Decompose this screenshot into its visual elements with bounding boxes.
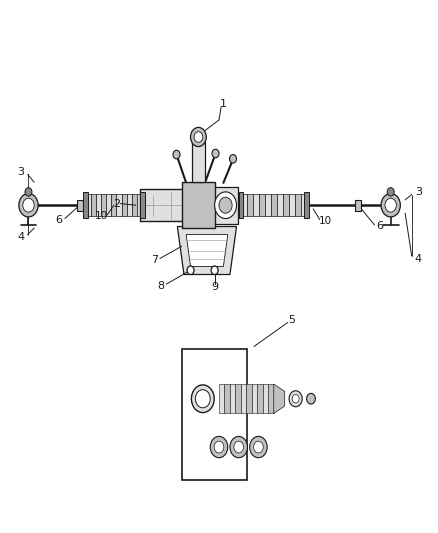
Circle shape (307, 393, 315, 404)
Bar (241, 194, 247, 216)
Bar (182, 182, 215, 228)
Bar (96, 194, 101, 216)
Bar (241, 384, 246, 414)
Circle shape (250, 437, 267, 458)
Bar (295, 194, 300, 216)
Circle shape (210, 437, 228, 458)
Circle shape (212, 149, 219, 158)
Circle shape (385, 198, 396, 212)
Text: 8: 8 (157, 281, 164, 291)
Bar (263, 384, 268, 414)
Circle shape (173, 150, 180, 159)
Text: 1: 1 (220, 99, 227, 109)
Circle shape (23, 198, 34, 212)
Bar (132, 194, 137, 216)
Bar (304, 192, 309, 218)
Text: 4: 4 (17, 232, 24, 242)
Bar (91, 194, 96, 216)
Bar (122, 194, 127, 216)
Bar (106, 194, 111, 216)
Bar (246, 384, 252, 414)
Bar (247, 194, 253, 216)
Circle shape (381, 193, 400, 217)
Bar (289, 194, 295, 216)
Circle shape (230, 437, 247, 458)
Circle shape (187, 266, 194, 274)
Bar (257, 384, 263, 414)
Bar (140, 189, 184, 221)
Circle shape (292, 394, 299, 403)
Text: 10: 10 (319, 216, 332, 225)
Text: 9: 9 (211, 282, 218, 292)
Polygon shape (274, 384, 285, 414)
Circle shape (25, 188, 32, 196)
Text: 5: 5 (288, 315, 295, 325)
Circle shape (230, 155, 237, 163)
Bar (83, 192, 88, 218)
Bar (224, 384, 230, 414)
Bar (230, 384, 236, 414)
Circle shape (219, 197, 232, 213)
Bar (253, 194, 259, 216)
Polygon shape (186, 235, 228, 266)
Bar (101, 194, 106, 216)
Text: 3: 3 (17, 167, 24, 176)
Circle shape (191, 127, 206, 147)
Bar (239, 192, 243, 218)
Bar (77, 200, 83, 211)
Bar (219, 384, 224, 414)
Polygon shape (177, 227, 237, 274)
Bar (271, 194, 277, 216)
Bar (283, 194, 289, 216)
Circle shape (215, 192, 237, 219)
Text: 3: 3 (415, 187, 422, 197)
Bar (277, 194, 283, 216)
Circle shape (214, 441, 224, 453)
Bar (182, 349, 247, 480)
Circle shape (289, 391, 302, 407)
Text: 4: 4 (415, 254, 422, 263)
Circle shape (195, 390, 210, 408)
Circle shape (19, 193, 38, 217)
Bar (214, 187, 238, 224)
Bar (300, 194, 307, 216)
Circle shape (191, 385, 214, 413)
Bar (355, 200, 361, 211)
Bar (137, 194, 142, 216)
Bar (236, 384, 241, 414)
Text: 2: 2 (113, 199, 120, 208)
Bar (127, 194, 132, 216)
Bar (265, 194, 271, 216)
Bar (259, 194, 265, 216)
Bar (140, 192, 145, 218)
Text: 10: 10 (95, 211, 108, 221)
Bar (192, 142, 205, 182)
Circle shape (387, 188, 394, 196)
Circle shape (194, 132, 203, 142)
Circle shape (254, 441, 263, 453)
Text: 6: 6 (56, 215, 63, 224)
Bar (111, 194, 117, 216)
Bar (252, 384, 257, 414)
Bar (85, 194, 91, 216)
Circle shape (234, 441, 244, 453)
Text: 7: 7 (151, 255, 158, 264)
Circle shape (211, 266, 218, 274)
Text: 6: 6 (377, 221, 384, 231)
Bar (268, 384, 274, 414)
Bar (117, 194, 122, 216)
